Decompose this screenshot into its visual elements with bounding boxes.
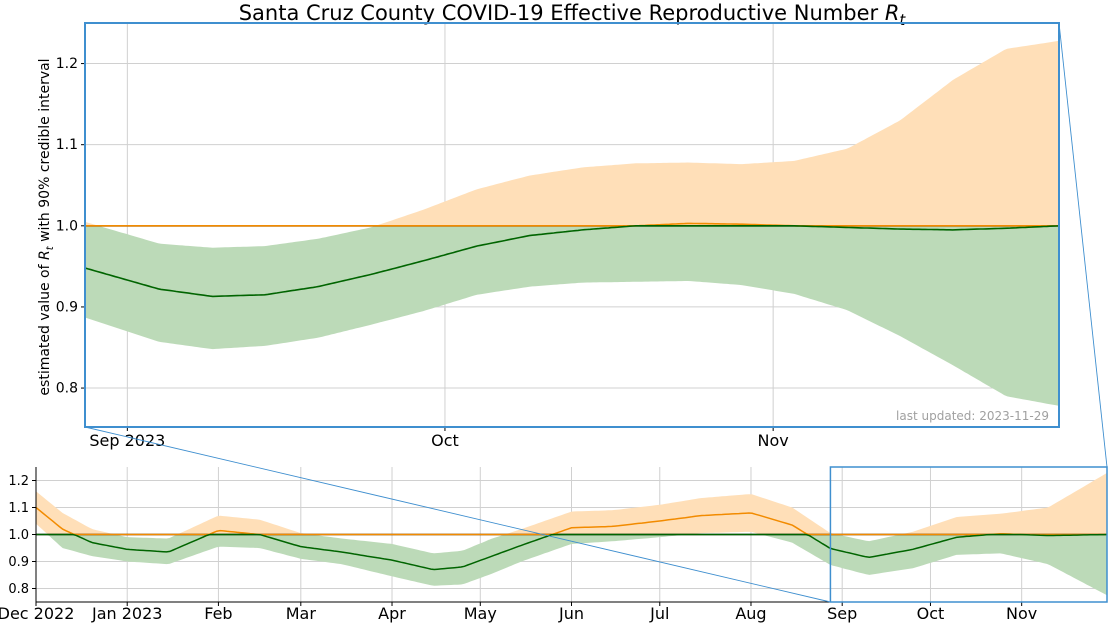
overview-x-tick-label: Apr [378,604,406,623]
overview-x-tick-label: Oct [917,604,945,623]
y-axis-label: estimated value of Rt with 90% credible … [37,58,56,395]
overview-band-below-one [36,534,1107,596]
overview-x-tick-label: Sep [827,604,857,623]
overview-x-tick-label: Jul [649,604,669,623]
overview-estimate-line-below-one [36,533,1107,571]
zoom-connector-left [84,426,831,603]
overview-x-tick-label: Aug [735,604,766,623]
zoom-y-tick-label: 0.9 [56,299,78,315]
overview-x-tick-label: Mar [286,604,317,623]
zoom-panel: 0.8 0.9 1.0 1.1 1.2 Sep 2023 Oct Nov [56,22,1060,450]
zoom-y-tick-label: 1.0 [56,218,78,234]
overview-x-tick-label: Feb [204,604,232,623]
last-updated-annotation: last updated: 2023-11-29 [896,409,1049,423]
zoom-frame [84,22,1060,428]
overview-band-above-one [36,472,1107,535]
overview-x-tick-label: Jun [558,604,584,623]
chart-title: Santa Cruz County COVID-19 Effective Rep… [239,1,907,29]
overview-panel: 0.8 0.9 1.0 1.1 1.2 Dec 2022 Jan 2023 Feb Mar Apr… [0,467,1107,623]
overview-y-tick-label: 1.2 [8,474,29,489]
overview-x-tick-label: Dec 2022 [0,604,74,623]
zoom-band-above-one [85,40,1059,226]
overview-y-tick-label: 1.0 [8,528,29,543]
overview-y-tick-label: 1.1 [8,501,29,516]
overview-y-tick-label: 0.8 [8,582,29,597]
zoom-estimate-line-above-one [85,222,1059,227]
overview-x-tick-label: Nov [1006,604,1037,623]
overview-y-tick-label: 0.9 [8,555,29,570]
zoom-x-tick-label: Oct [431,431,459,450]
zoom-window-indicator [829,466,1108,603]
zoom-band-below-one [85,225,1059,406]
zoom-x-tick-label: Nov [758,431,789,450]
overview-estimate-line-above-one [36,506,1107,536]
overview-x-tick-label: May [464,604,497,623]
zoom-y-tick-label: 1.1 [56,137,78,153]
overview-x-tick-label: Jan 2023 [91,604,162,623]
zoom-connector-right [1058,22,1108,468]
zoom-x-tick-label: Sep 2023 [89,431,165,450]
zoom-estimate-line-below-one [85,225,1059,298]
zoom-y-tick-label: 1.2 [56,56,78,72]
zoom-y-tick-label: 0.8 [56,381,78,397]
